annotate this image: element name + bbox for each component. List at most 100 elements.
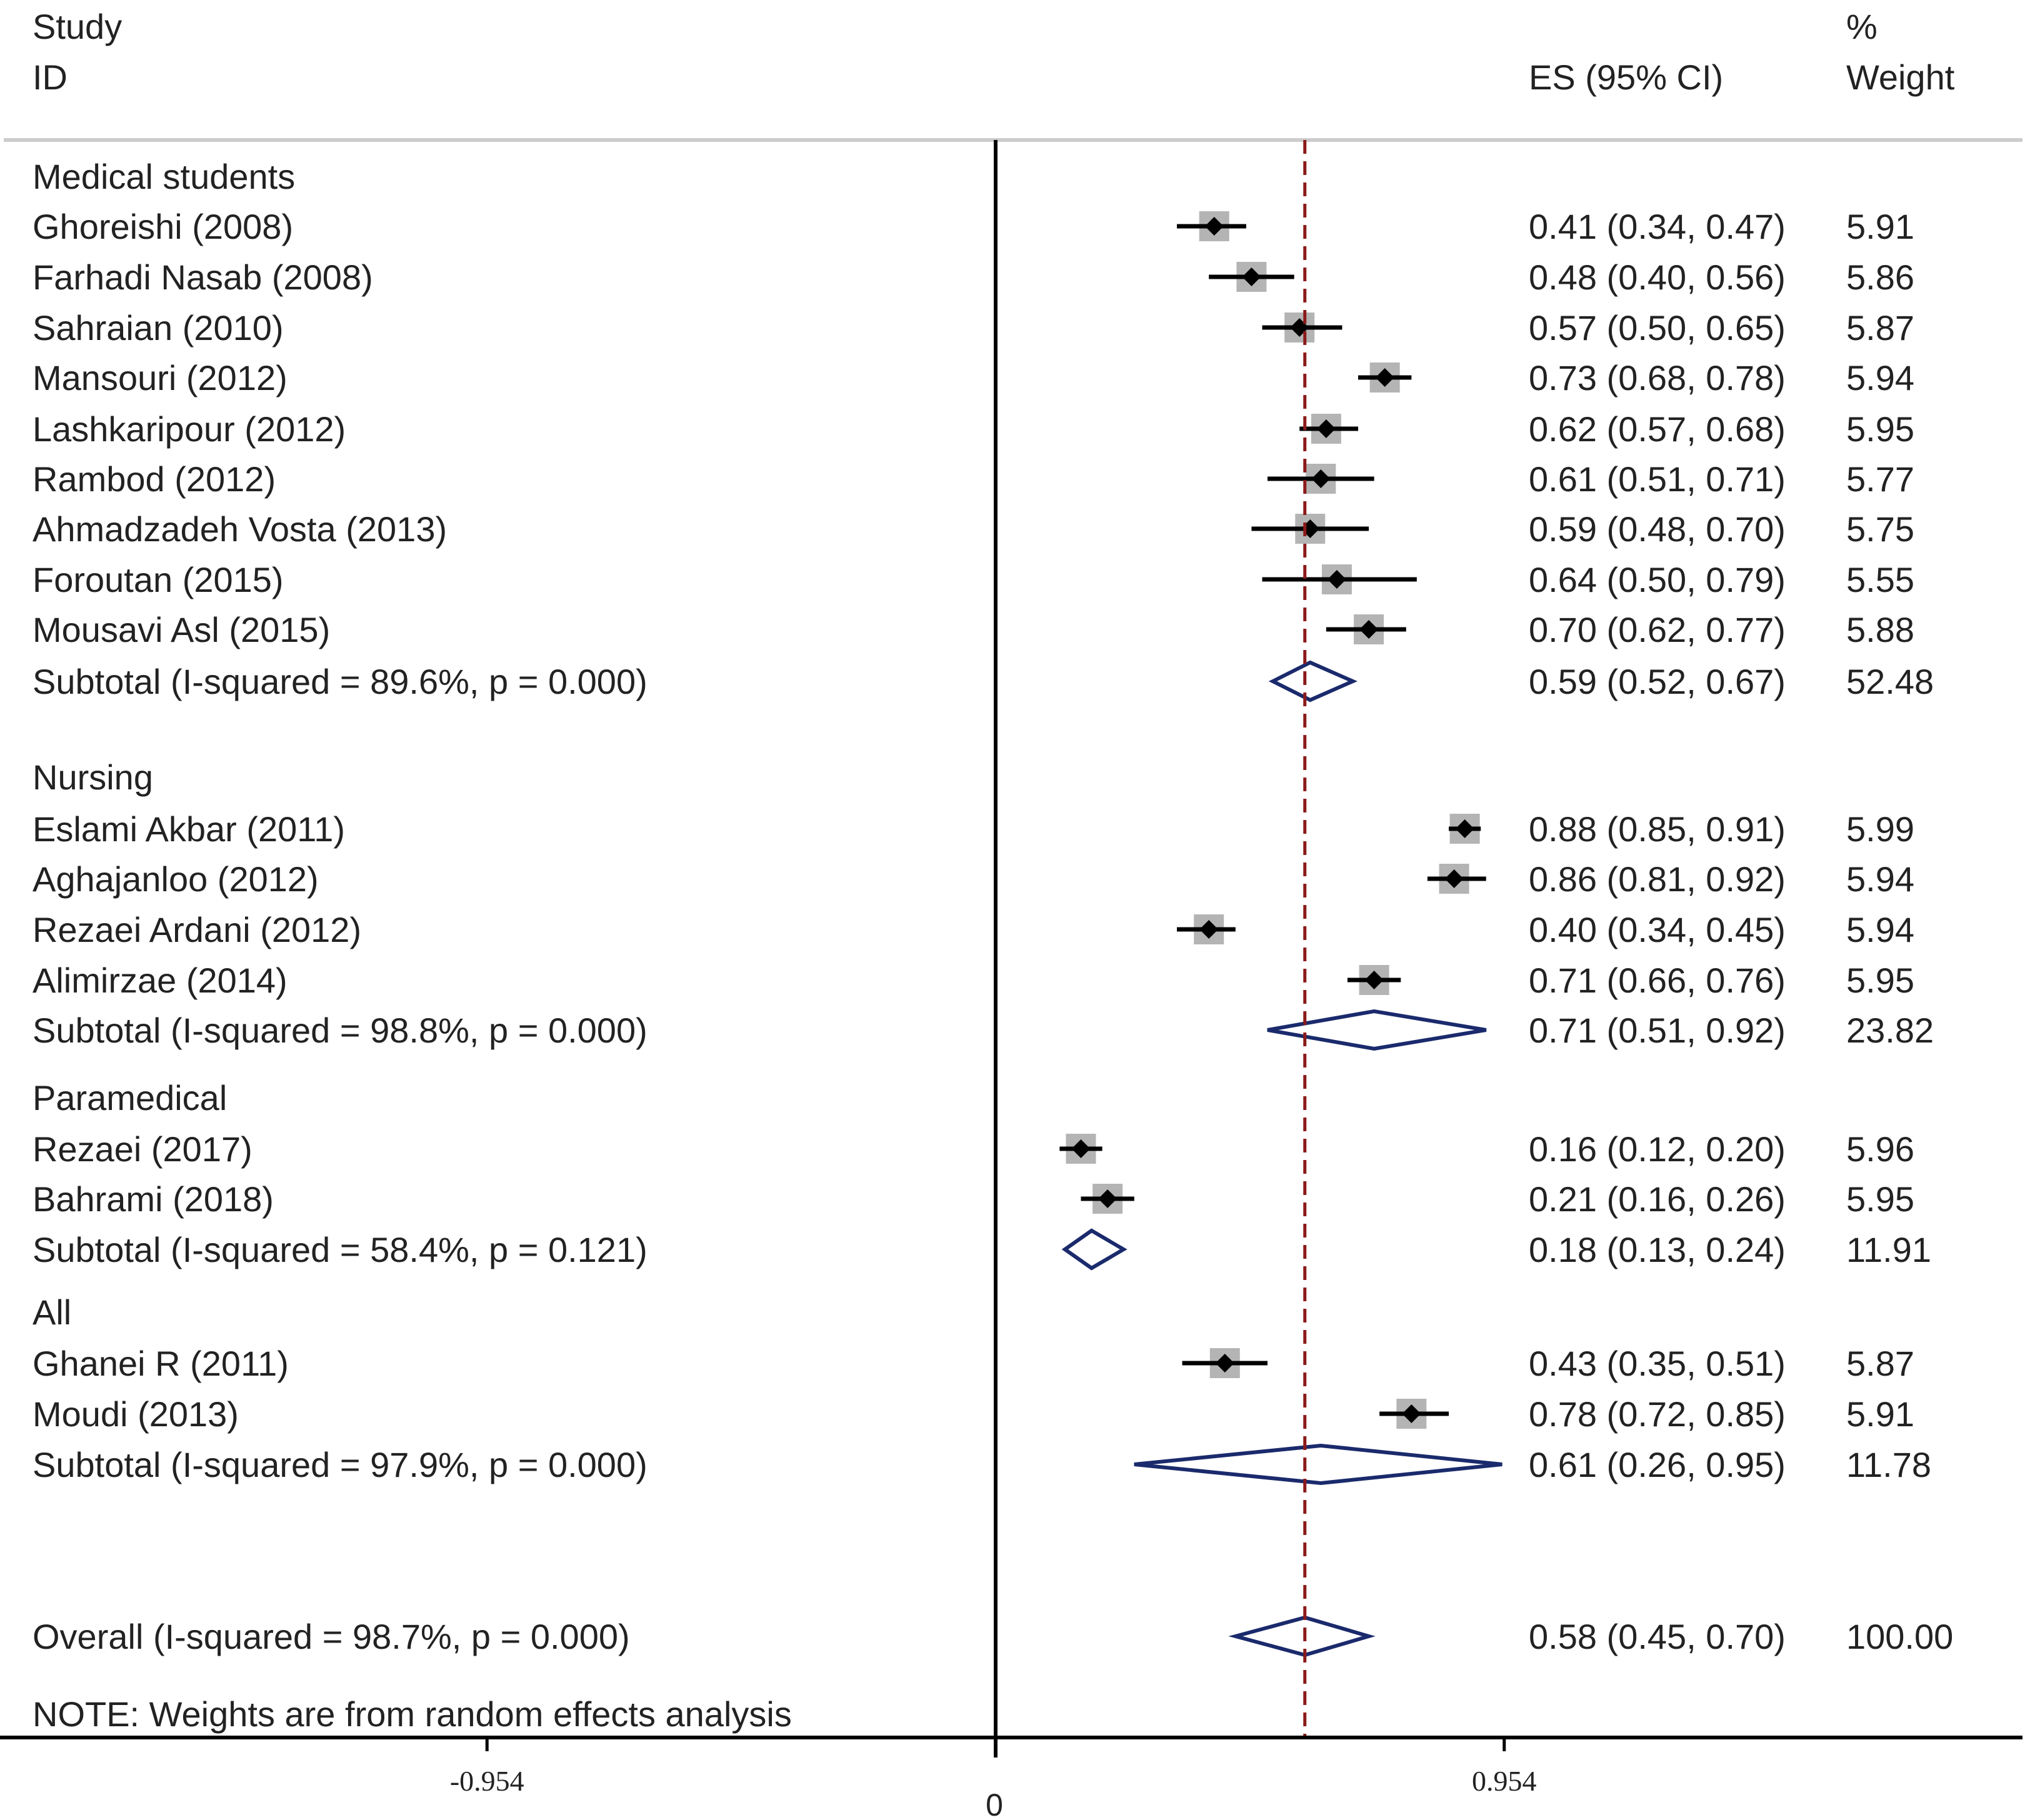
study-weight: 5.95 — [1846, 409, 1914, 449]
study-label: Rezaei Ardani (2012) — [32, 910, 361, 949]
study-label: Ghoreishi (2008) — [32, 207, 293, 246]
point-estimate — [1242, 268, 1261, 286]
group-heading: Paramedical — [32, 1078, 227, 1118]
study-es-text: 0.61 (0.51, 0.71) — [1529, 459, 1786, 499]
study-weight: 5.55 — [1846, 560, 1914, 599]
study-weight: 5.88 — [1846, 610, 1914, 649]
study-weight: 5.95 — [1846, 1179, 1914, 1219]
study-label: Ghanei R (2011) — [32, 1344, 289, 1383]
subtotal-diamond — [1268, 660, 1358, 702]
point-estimate — [1375, 368, 1394, 387]
study-es-text: 0.71 (0.66, 0.76) — [1529, 961, 1786, 1000]
point-estimate — [1071, 1139, 1091, 1158]
subtotal-label-weight: 11.78 — [1846, 1445, 1931, 1484]
study-es-text: 0.40 (0.34, 0.45) — [1529, 910, 1786, 949]
subtotal-label: Subtotal (I-squared = 58.4%, p = 0.121) — [32, 1230, 648, 1269]
study-label: Lashkaripour (2012) — [32, 409, 346, 449]
overall-label-weight: 100.00 — [1846, 1617, 1953, 1656]
forest-rows: Medical students Ghoreishi (2008) 0.41 (0.… — [32, 140, 1953, 1738]
study-es-text: 0.73 (0.68, 0.78) — [1529, 358, 1786, 398]
study-es-text: 0.16 (0.12, 0.20) — [1529, 1129, 1786, 1169]
subtotal-label-es-text: 0.59 (0.52, 0.67) — [1529, 662, 1786, 701]
study-es-text: 0.70 (0.62, 0.77) — [1529, 610, 1786, 649]
point-estimate — [1444, 869, 1464, 888]
tick-label: -0.954 — [450, 1765, 524, 1797]
group-heading: Medical students — [32, 157, 295, 196]
subtotal-diamond — [1061, 1228, 1128, 1271]
subtotal-diamond — [1267, 1009, 1487, 1051]
study-es-text: 0.48 (0.40, 0.56) — [1529, 258, 1786, 297]
study-weight: 5.86 — [1846, 258, 1914, 297]
study-weight: 5.99 — [1846, 809, 1914, 849]
study-label: Aghajanloo (2012) — [32, 859, 319, 899]
study-weight: 5.75 — [1846, 509, 1914, 549]
study-weight: 5.95 — [1846, 961, 1914, 1000]
subtotal-label-weight: 52.48 — [1846, 662, 1934, 701]
overall-label-es-text: 0.58 (0.45, 0.70) — [1529, 1617, 1786, 1656]
study-label: Farhadi Nasab (2008) — [32, 258, 373, 297]
study-es-text: 0.62 (0.57, 0.68) — [1529, 409, 1786, 449]
subtotal-label: Subtotal (I-squared = 98.8%, p = 0.000) — [32, 1011, 648, 1050]
group-heading: Nursing — [32, 758, 153, 797]
study-es-text: 0.21 (0.16, 0.26) — [1529, 1179, 1786, 1219]
study-es-text: 0.57 (0.50, 0.65) — [1529, 308, 1786, 348]
note: NOTE: Weights are from random effects an… — [32, 1694, 792, 1734]
study-weight: 5.91 — [1846, 1394, 1914, 1434]
study-label: Mansouri (2012) — [32, 358, 288, 398]
study-weight: 5.77 — [1846, 459, 1914, 499]
subtotal-label-es-text: 0.71 (0.51, 0.92) — [1529, 1011, 1786, 1050]
study-label: Foroutan (2015) — [32, 560, 284, 599]
study-es-text: 0.78 (0.72, 0.85) — [1529, 1394, 1786, 1434]
study-label: Alimirzae (2014) — [32, 961, 288, 1000]
study-es-text: 0.88 (0.85, 0.91) — [1529, 809, 1786, 849]
subtotal-label-weight: 23.82 — [1846, 1011, 1934, 1050]
study-label: Rezaei (2017) — [32, 1129, 252, 1169]
subtotal-label-es-text: 0.18 (0.13, 0.24) — [1529, 1230, 1786, 1269]
study-es-text: 0.59 (0.48, 0.70) — [1529, 509, 1786, 549]
study-weight: 5.94 — [1846, 358, 1914, 398]
header-id: ID — [32, 58, 68, 97]
point-estimate — [1199, 920, 1219, 939]
study-label: Eslami Akbar (2011) — [32, 809, 345, 849]
study-weight: 5.87 — [1846, 308, 1914, 348]
point-estimate — [1316, 419, 1336, 438]
point-estimate — [1364, 971, 1384, 989]
subtotal-label: Subtotal (I-squared = 97.9%, p = 0.000) — [32, 1445, 648, 1484]
tick-label: 0.954 — [1472, 1765, 1537, 1797]
subtotal-label-weight: 11.91 — [1846, 1230, 1931, 1269]
study-es-text: 0.64 (0.50, 0.79) — [1529, 560, 1786, 599]
point-estimate — [1204, 217, 1224, 236]
header-percent: % — [1846, 7, 1878, 46]
study-weight: 5.91 — [1846, 207, 1914, 246]
study-label: Ahmadzadeh Vosta (2013) — [32, 509, 447, 549]
study-label: Rambod (2012) — [32, 459, 276, 499]
overall-label: Overall (I-squared = 98.7%, p = 0.000) — [32, 1617, 630, 1656]
point-estimate — [1359, 620, 1379, 639]
overall-diamond — [1228, 1615, 1376, 1658]
study-es-text: 0.43 (0.35, 0.51) — [1529, 1344, 1786, 1383]
study-weight: 5.94 — [1846, 910, 1914, 949]
x-ticks: -0.954 0.954 — [450, 1738, 1537, 1797]
header-weight: Weight — [1846, 58, 1955, 97]
study-label: Mousavi Asl (2015) — [32, 610, 330, 649]
point-estimate — [1327, 570, 1346, 589]
study-weight: 5.87 — [1846, 1344, 1914, 1383]
header-study: Study — [32, 7, 122, 46]
subtotal-label: Subtotal (I-squared = 89.6%, p = 0.000) — [32, 662, 648, 701]
group-heading: All — [32, 1292, 71, 1332]
study-weight: 5.96 — [1846, 1129, 1914, 1169]
point-estimate — [1402, 1404, 1421, 1423]
point-estimate — [1215, 1354, 1234, 1372]
subtotal-label-es-text: 0.61 (0.26, 0.95) — [1529, 1445, 1786, 1484]
study-label: Bahrami (2018) — [32, 1179, 274, 1219]
study-es-text: 0.41 (0.34, 0.47) — [1529, 207, 1786, 246]
study-es-text: 0.86 (0.81, 0.92) — [1529, 859, 1786, 899]
zero-label: 0 — [986, 1788, 1003, 1820]
study-label: Moudi (2013) — [32, 1394, 239, 1434]
study-label: Sahraian (2010) — [32, 308, 284, 348]
subtotal-diamond — [1134, 1443, 1502, 1486]
point-estimate — [1455, 819, 1474, 838]
header-es: ES (95% CI) — [1529, 58, 1723, 97]
point-estimate — [1098, 1189, 1118, 1208]
